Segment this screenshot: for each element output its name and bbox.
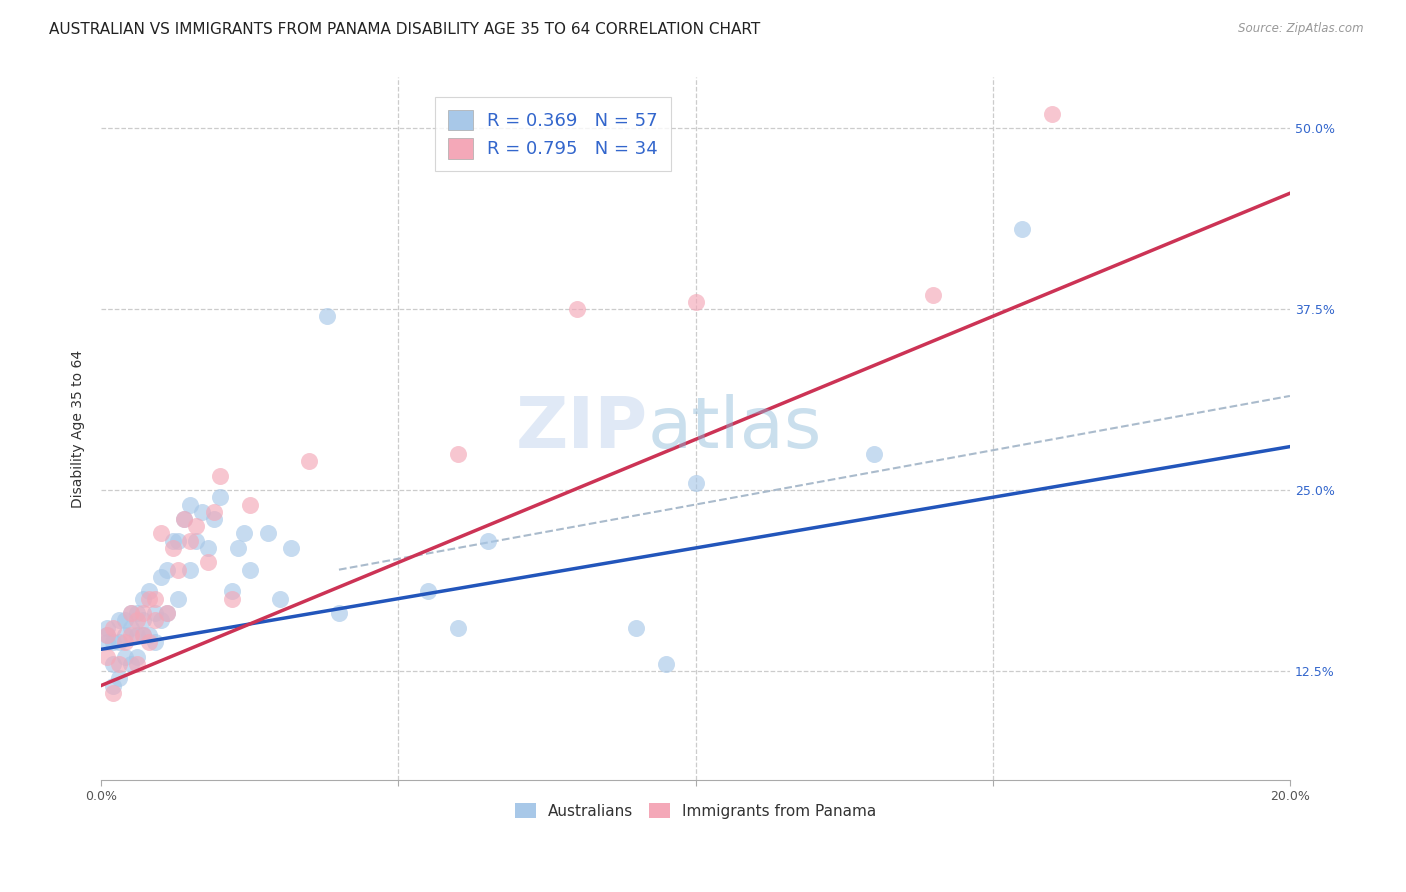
Point [149, 570, 172, 584]
Point [96, 621, 118, 635]
Point [655, 657, 678, 671]
Text: atlas: atlas [648, 394, 823, 463]
Point [101, 678, 124, 692]
Point [202, 505, 225, 519]
Text: AUSTRALIAN VS IMMIGRANTS FROM PANAMA DISABILITY AGE 35 TO 64 CORRELATION CHART: AUSTRALIAN VS IMMIGRANTS FROM PANAMA DIS… [49, 22, 761, 37]
Point [624, 621, 647, 635]
Point [280, 541, 302, 555]
Point [197, 541, 219, 555]
Legend: Australians, Immigrants from Panama: Australians, Immigrants from Panama [509, 797, 883, 824]
Point [125, 657, 148, 671]
Point [120, 657, 142, 671]
Point [101, 621, 124, 635]
Point [1040, 106, 1063, 120]
Point [149, 613, 172, 627]
Point [96, 635, 118, 649]
Point [447, 447, 470, 461]
Point [328, 606, 350, 620]
Point [143, 606, 166, 620]
Point [221, 584, 243, 599]
Point [108, 613, 131, 627]
Text: ZIP: ZIP [516, 394, 648, 463]
Point [173, 512, 195, 526]
Point [138, 635, 160, 649]
Point [96, 628, 118, 642]
Point [269, 591, 291, 606]
Point [239, 563, 262, 577]
Point [138, 591, 160, 606]
Point [125, 606, 148, 620]
Point [232, 526, 254, 541]
Point [167, 591, 190, 606]
Point [221, 591, 243, 606]
Point [114, 613, 136, 627]
Point [101, 686, 124, 700]
Point [138, 628, 160, 642]
Point [101, 635, 124, 649]
Point [239, 498, 262, 512]
Point [256, 526, 278, 541]
Point [120, 621, 142, 635]
Point [1011, 222, 1033, 236]
Point [316, 310, 339, 324]
Point [96, 649, 118, 664]
Point [226, 541, 249, 555]
Point [125, 628, 148, 642]
Y-axis label: Disability Age 35 to 64: Disability Age 35 to 64 [72, 350, 86, 508]
Point [120, 606, 142, 620]
Point [209, 468, 232, 483]
Point [132, 606, 155, 620]
Point [922, 287, 945, 301]
Point [685, 475, 707, 490]
Point [143, 635, 166, 649]
Point [143, 613, 166, 627]
Point [125, 613, 148, 627]
Point [179, 563, 201, 577]
Point [120, 628, 142, 642]
Point [202, 512, 225, 526]
Point [108, 657, 131, 671]
Point [138, 584, 160, 599]
Point [162, 533, 184, 548]
Point [477, 533, 499, 548]
Point [685, 294, 707, 309]
Point [167, 563, 190, 577]
Point [143, 591, 166, 606]
Point [447, 621, 470, 635]
Point [132, 628, 155, 642]
Point [108, 635, 131, 649]
Point [155, 606, 177, 620]
Point [155, 563, 177, 577]
Point [114, 628, 136, 642]
Point [132, 591, 155, 606]
Point [167, 533, 190, 548]
Point [863, 447, 886, 461]
Point [186, 533, 208, 548]
Point [120, 606, 142, 620]
Point [132, 628, 155, 642]
Point [197, 556, 219, 570]
Point [96, 628, 118, 642]
Point [179, 533, 201, 548]
Point [114, 635, 136, 649]
Point [125, 649, 148, 664]
Point [209, 491, 232, 505]
Point [155, 606, 177, 620]
Point [191, 505, 214, 519]
Point [101, 657, 124, 671]
Point [298, 454, 321, 468]
Point [162, 541, 184, 555]
Point [179, 498, 201, 512]
Point [565, 302, 588, 317]
Point [132, 613, 155, 627]
Point [173, 512, 195, 526]
Point [416, 584, 439, 599]
Text: Source: ZipAtlas.com: Source: ZipAtlas.com [1239, 22, 1364, 36]
Point [108, 671, 131, 685]
Point [149, 526, 172, 541]
Point [114, 649, 136, 664]
Point [186, 519, 208, 533]
